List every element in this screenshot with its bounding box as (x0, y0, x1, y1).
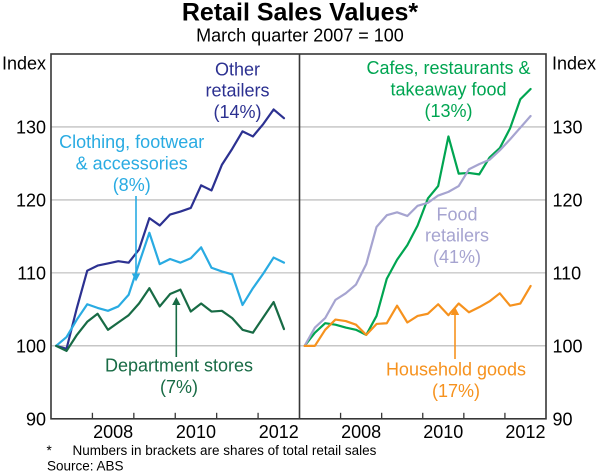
series-label-line: retailers (205, 81, 269, 101)
y-axis-title-left: Index (2, 54, 46, 74)
y-axis-tick-labels-right: 130 120 110 100 90 (553, 117, 583, 429)
y-tick-label: 120 (16, 190, 46, 210)
series-label-clothing: Clothing, footwear & accessories (8%) (59, 132, 204, 195)
series-label-line: Department stores (105, 356, 253, 376)
series-label-line: (41%) (433, 247, 481, 267)
y-tick-label: 90 (553, 409, 573, 429)
series-label-cafes: Cafes, restaurants & takeaway food (13%) (366, 58, 530, 121)
series-line-department_stores (55, 287, 286, 353)
y-tick-label: 110 (17, 263, 46, 283)
series-label-line: (17%) (432, 381, 480, 401)
series-line-other_retailers (55, 108, 286, 350)
y-tick-label: 130 (553, 117, 583, 137)
series-label-line: Cafes, restaurants & (366, 58, 530, 78)
chart-subtitle: March quarter 2007 = 100 (196, 26, 404, 46)
series-line-food_retailers (303, 114, 532, 347)
y-axis-title-right: Index (552, 54, 596, 74)
annotation-arrow-head-department_stores (172, 297, 181, 305)
series-line-household_goods (303, 284, 532, 347)
plot-frame (50, 53, 547, 420)
series-label-line: (8%) (113, 175, 151, 195)
series-label-line: & accessories (76, 153, 188, 173)
y-tick-label: 100 (16, 336, 46, 356)
series-label-household_goods: Household goods (17%) (386, 360, 526, 401)
gridlines (51, 126, 546, 347)
series-label-line: (13%) (424, 101, 472, 121)
series-label-line: (14%) (213, 102, 261, 122)
x-axis-year-labels-right-panel: 2008 2010 2012 (341, 422, 545, 442)
x-tick-label: 2012 (505, 422, 545, 442)
y-axis-tick-labels-left: 130 120 110 100 90 (16, 117, 46, 429)
series-label-other_retailers: Other retailers (14%) (205, 59, 269, 122)
footnote-asterisk: * (47, 443, 53, 458)
series-label-food_retailers: Food retailers (41%) (425, 204, 489, 267)
y-tick-label: 120 (553, 190, 583, 210)
series-line-cafes (303, 87, 532, 347)
y-tick-label: 110 (553, 263, 582, 283)
series-label-department_stores: Department stores (7%) (105, 356, 253, 397)
x-tick-label: 2010 (176, 422, 216, 442)
series-label-line: takeaway food (390, 80, 506, 100)
series-line-clothing (55, 231, 286, 347)
annotation-arrow-head-household_goods (450, 307, 460, 315)
plot-border (50, 53, 547, 420)
annotation-arrow-head-clothing (131, 273, 141, 282)
series-label-line: Clothing, footwear (59, 132, 204, 152)
series-label-line: (7%) (160, 377, 198, 397)
x-tick-label: 2008 (341, 422, 381, 442)
y-tick-label: 130 (16, 117, 46, 137)
series-lines (55, 87, 532, 353)
chart-title: Retail Sales Values* (182, 0, 419, 27)
footnote-source: Source: ABS (47, 459, 124, 474)
footnote-note: Numbers in brackets are shares of total … (73, 443, 377, 458)
series-label-line: retailers (425, 226, 489, 246)
series-label-line: Other (215, 59, 260, 79)
y-tick-label: 100 (553, 336, 583, 356)
y-tick-label: 90 (26, 409, 46, 429)
series-label-line: Household goods (386, 360, 526, 380)
x-tick-label: 2008 (93, 422, 133, 442)
series-label-line: Food (436, 204, 477, 224)
x-tick-label: 2010 (423, 422, 463, 442)
x-tick-label: 2012 (259, 422, 299, 442)
x-axis-year-labels-left-panel: 2008 2010 2012 (93, 422, 299, 442)
series-labels: Other retailers (14%)Clothing, footwear & a… (59, 58, 530, 401)
